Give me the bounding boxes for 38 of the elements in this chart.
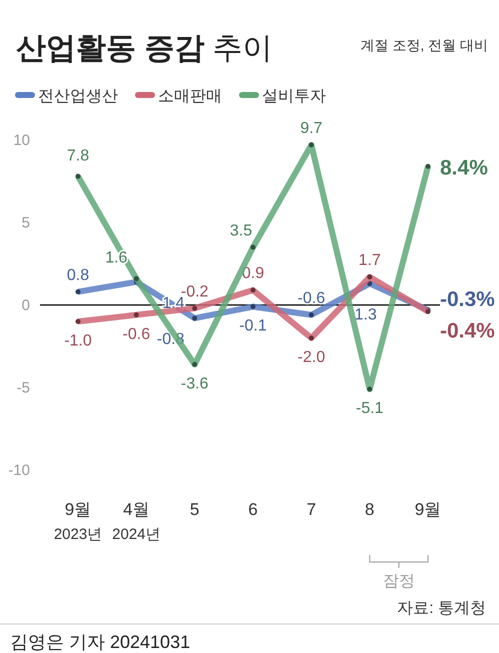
text: 김영은 기자 20241031	[10, 632, 190, 652]
data-label: 9.7	[300, 120, 323, 137]
legend-label: 소매판매	[158, 88, 222, 105]
x-tick-label: 9월	[414, 500, 442, 519]
data-label: -0.4%	[440, 320, 496, 343]
text: 잠정	[382, 573, 415, 590]
data-label: -0.1	[239, 318, 267, 335]
data-label: -0.6	[298, 290, 326, 307]
chart-title: 산업활동 증감 추이	[16, 32, 273, 65]
data-label: 0.8	[66, 266, 90, 284]
data-label: 3.5	[230, 222, 252, 240]
x-tick-label: 4월 2024년	[112, 500, 161, 543]
data-label: -2.0	[298, 349, 326, 366]
y-tick-label: 10	[13, 132, 30, 149]
x-tick-label: 8	[364, 500, 374, 519]
data-label: -1.0	[64, 332, 92, 350]
x-tick-label: 5	[190, 500, 200, 519]
data-label: -0.3%	[440, 288, 496, 311]
legend-label: 설비투자	[262, 88, 326, 105]
data-label: -0.6	[122, 326, 150, 343]
x-tick-label: 7	[306, 500, 316, 519]
data-label: 1.3	[354, 306, 377, 324]
text: 자료: 통계청	[397, 600, 486, 617]
y-tick-label: 0	[22, 297, 30, 314]
x-tick-label: 9월 2023년	[54, 500, 102, 543]
chart-subtitle: 계절 조정, 전월 대비	[360, 37, 488, 53]
x-tick-label: 6	[248, 500, 258, 519]
y-tick-label: -5	[16, 380, 30, 396]
legend-label: 전산업생산	[38, 88, 118, 105]
data-label: -5.1	[356, 400, 384, 418]
data-label: -3.6	[180, 375, 209, 392]
data-label: 0.9	[242, 265, 264, 282]
data-label: 1.4	[162, 294, 185, 312]
data-label: 1.7	[358, 252, 381, 269]
y-tick-label: -10	[8, 462, 30, 479]
data-label: 8.4%	[440, 156, 488, 180]
y-tick-label: 5	[22, 214, 30, 232]
data-label: 7.8	[66, 147, 90, 164]
